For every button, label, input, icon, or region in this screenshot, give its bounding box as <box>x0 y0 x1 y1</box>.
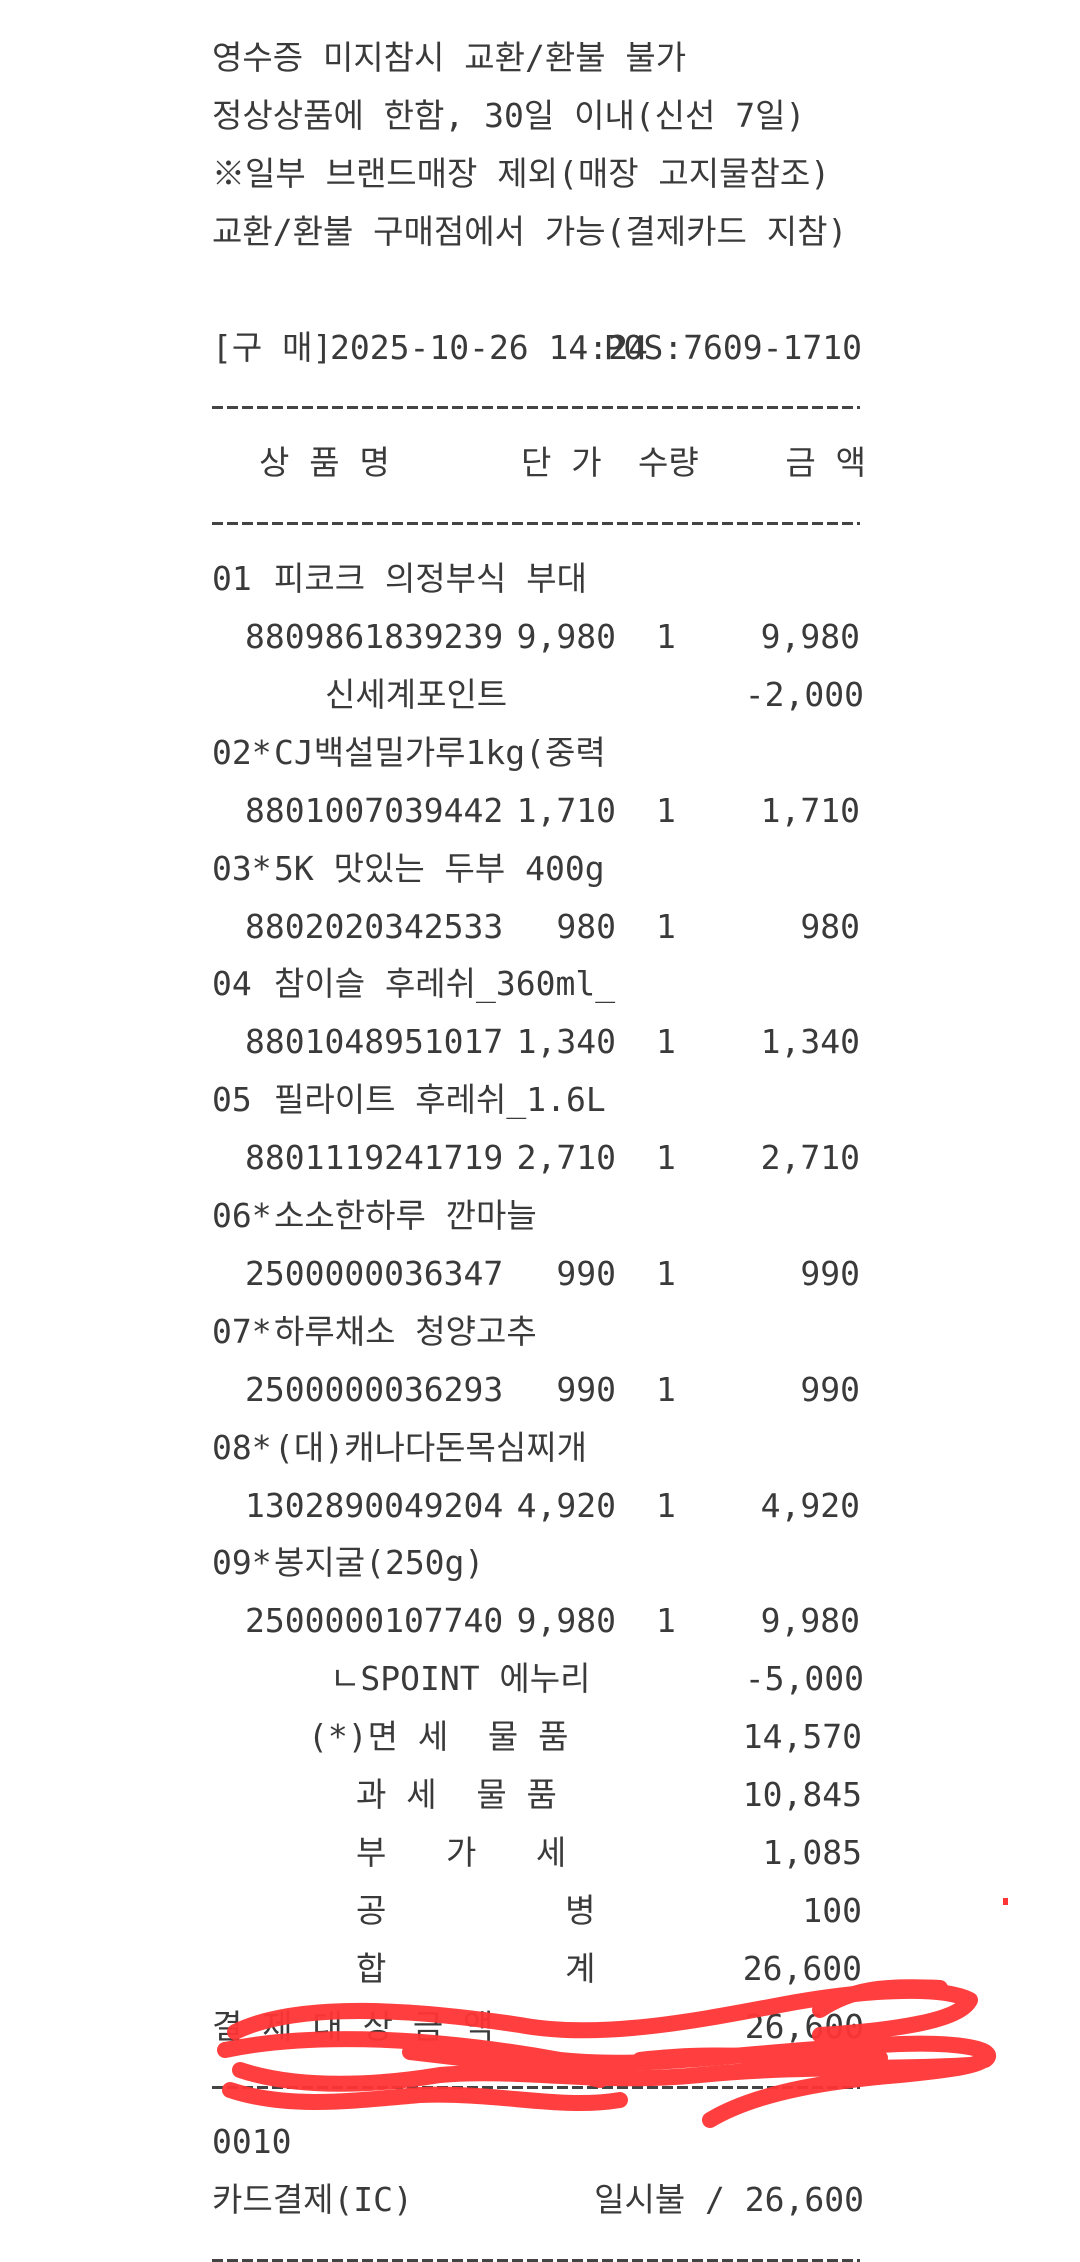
item-amount: 990 <box>800 1254 860 1293</box>
item-qty: 1 <box>656 1254 676 1293</box>
item-discount-label: 신세계포인트 <box>325 675 508 714</box>
item-name: 참이슬 후레쉬_360ml_ <box>274 964 616 1003</box>
column-header-name: 상 품 명 <box>259 443 390 482</box>
summary-value: 14,570 <box>742 1717 862 1756</box>
item-qty: 1 <box>656 1022 676 1061</box>
item-number: 05 <box>212 1080 272 1119</box>
notice-line: ※일부 브랜드매장 제외(매장 고지물참조) <box>212 154 831 193</box>
item-discount-value: -2,000 <box>744 675 864 714</box>
item-number: 03* <box>212 849 272 888</box>
item-discount-label: ㄴSPOINT 에누리 <box>330 1659 591 1698</box>
item-name: 하루채소 청양고추 <box>274 1312 537 1351</box>
summary-label: (*)면 세 물 품 <box>308 1717 569 1756</box>
item-number: 02* <box>212 733 272 772</box>
notice-line: 정상상품에 한함, 30일 이내(신선 7일) <box>212 96 806 135</box>
item-barcode: 1302890049204 <box>245 1486 504 1525</box>
notice-line: 교환/환불 구매점에서 가능(결제카드 지참) <box>212 212 848 251</box>
summary-value: 10,845 <box>742 1775 862 1814</box>
item-discount-value: -5,000 <box>744 1659 864 1698</box>
summary-label: 합 계 <box>356 1949 596 1988</box>
summary-value: 1,085 <box>762 1833 862 1872</box>
dashed-divider <box>212 406 860 409</box>
item-unit-price: 980 <box>556 907 616 946</box>
item-name: 필라이트 후레쉬_1.6L <box>274 1080 606 1119</box>
item-unit-price: 9,980 <box>516 1601 616 1640</box>
item-number: 09* <box>212 1543 272 1582</box>
item-unit-price: 2,710 <box>516 1138 616 1177</box>
item-barcode: 8802020342533 <box>245 907 504 946</box>
item-barcode: 2500000107740 <box>245 1601 504 1640</box>
item-name: CJ백설밀가루1kg(중력 <box>274 733 606 772</box>
summary-label: 부 가 세 <box>356 1833 567 1872</box>
item-barcode: 8801007039442 <box>245 791 504 830</box>
item-number: 01 <box>212 559 272 598</box>
item-amount: 4,920 <box>760 1486 860 1525</box>
item-unit-price: 990 <box>556 1254 616 1293</box>
item-name: 5K 맛있는 두부 400g <box>274 849 605 888</box>
item-number: 08* <box>212 1428 272 1467</box>
notice-line: 영수증 미지참시 교환/환불 불가 <box>212 38 687 77</box>
column-header-unit-price: 단 가 <box>521 443 602 482</box>
item-amount: 9,980 <box>760 1601 860 1640</box>
card-payment-label: 카드결제(IC) <box>212 2180 413 2219</box>
summary-label: 과 세 물 품 <box>356 1775 557 1814</box>
item-amount: 9,980 <box>760 617 860 656</box>
item-number: 06* <box>212 1196 272 1235</box>
column-header-qty: 수량 <box>638 443 699 482</box>
payment-target-label: 결 제 대 상 금 액 <box>212 2007 494 2046</box>
item-unit-price: 1,340 <box>516 1022 616 1061</box>
item-barcode: 2500000036347 <box>245 1254 504 1293</box>
item-qty: 1 <box>656 1486 676 1525</box>
item-amount: 990 <box>800 1370 860 1409</box>
item-barcode: 8801119241719 <box>245 1138 504 1177</box>
item-unit-price: 990 <box>556 1370 616 1409</box>
item-unit-price: 9,980 <box>516 617 616 656</box>
purchase-datetime: 2025-10-26 14:24 <box>330 328 648 367</box>
item-amount: 2,710 <box>760 1138 860 1177</box>
item-amount: 980 <box>800 907 860 946</box>
card-number-redacted: 0010 <box>212 2122 292 2161</box>
item-qty: 1 <box>656 1138 676 1177</box>
card-payment-value: 일시불 / 26,600 <box>594 2180 864 2219</box>
summary-value: 26,600 <box>742 1949 862 1988</box>
item-name: 피코크 의정부식 부대 <box>274 559 587 598</box>
payment-target-value: 26,600 <box>744 2007 864 2046</box>
purchase-label: [구 매] <box>212 328 333 367</box>
dashed-divider <box>212 2086 860 2089</box>
dashed-divider <box>212 522 860 525</box>
item-qty: 1 <box>656 1601 676 1640</box>
item-barcode: 8801048951017 <box>245 1022 504 1061</box>
item-unit-price: 1,710 <box>516 791 616 830</box>
item-unit-price: 4,920 <box>516 1486 616 1525</box>
item-number: 07* <box>212 1312 272 1351</box>
item-name: (대)캐나다돈목심찌개 <box>274 1428 587 1467</box>
item-barcode: 2500000036293 <box>245 1370 504 1409</box>
item-amount: 1,710 <box>760 791 860 830</box>
item-number: 04 <box>212 964 272 1003</box>
item-barcode: 8809861839239 <box>245 617 504 656</box>
item-qty: 1 <box>656 1370 676 1409</box>
summary-value: 100 <box>802 1891 862 1930</box>
pos-number: POS:7609-1710 <box>603 328 862 367</box>
item-qty: 1 <box>656 791 676 830</box>
item-qty: 1 <box>656 907 676 946</box>
column-header-amount: 금 액 <box>785 443 866 482</box>
item-amount: 1,340 <box>760 1022 860 1061</box>
item-qty: 1 <box>656 617 676 656</box>
item-name: 소소한하루 깐마늘 <box>274 1196 537 1235</box>
summary-label: 공 병 <box>356 1891 596 1930</box>
item-name: 봉지굴(250g) <box>274 1543 485 1582</box>
